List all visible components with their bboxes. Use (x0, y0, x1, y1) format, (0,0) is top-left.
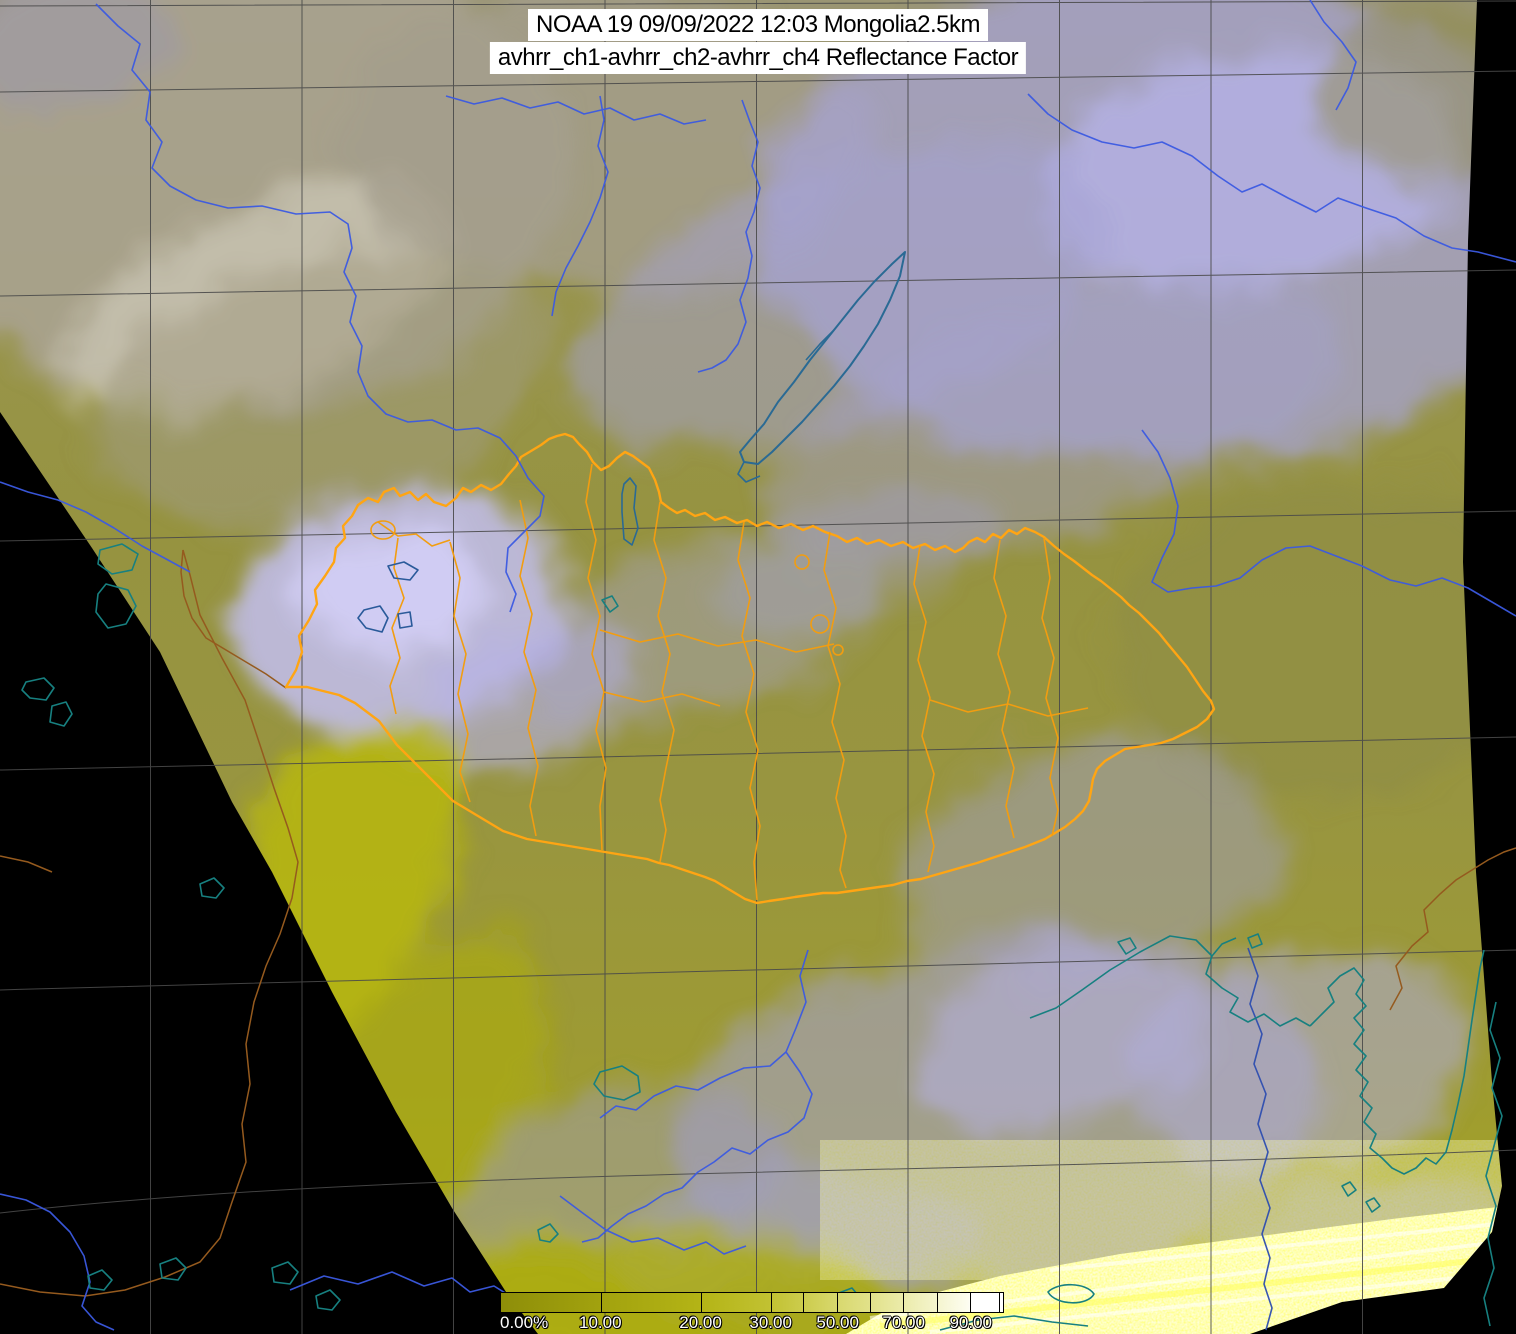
title-line2: avhrr_ch1-avhrr_ch2-avhrr_ch4 Reflectanc… (489, 42, 1027, 74)
lake-khovsgol-outline (621, 477, 639, 546)
other-country-borders (0, 549, 1516, 1297)
colorbar-tick (969, 1293, 971, 1312)
colorbar-tick (770, 1293, 772, 1312)
colorbar-label: 0.00% (500, 1313, 549, 1332)
colorbar-label: 30.00 (749, 1313, 792, 1332)
mongolia-borders (284, 432, 1216, 905)
colorbar-tick (903, 1293, 905, 1312)
colorbar-tick (837, 1293, 839, 1312)
colorbar-label: 20.00 (679, 1313, 722, 1332)
colorbar-label: 10.00 (579, 1313, 622, 1332)
colorbar-label: 90.00 (949, 1313, 993, 1332)
colorbar-tick (700, 1293, 702, 1312)
colorbar-label: 50.00 (816, 1313, 859, 1332)
colorbar-tick (600, 1293, 602, 1312)
bohai-coastline (1029, 935, 1311, 1027)
korea-coastline (1309, 949, 1485, 1175)
colorbar-tick (999, 1293, 1001, 1312)
aimag-borders (370, 463, 1089, 901)
reflectance-colorbar (500, 1292, 1004, 1313)
title-line1: NOAA 19 09/09/2022 12:03 Mongolia2.5km (528, 9, 988, 41)
no-data-left-wedge (0, 412, 538, 1334)
colorbar-tick (870, 1293, 872, 1312)
colorbar-labels: 0.00% 10.00 20.00 30.00 50.00 70.00 90.00 (500, 1313, 1004, 1332)
colorbar-tick (937, 1293, 939, 1312)
mongolia-outer-border (284, 432, 1216, 905)
colorbar-tick (803, 1293, 805, 1312)
no-data-right-strip (1250, 0, 1516, 1334)
colorbar-gradient (501, 1293, 1003, 1312)
colorbar-label: 70.00 (882, 1313, 925, 1332)
lakes-and-coastlines (21, 251, 1503, 1331)
